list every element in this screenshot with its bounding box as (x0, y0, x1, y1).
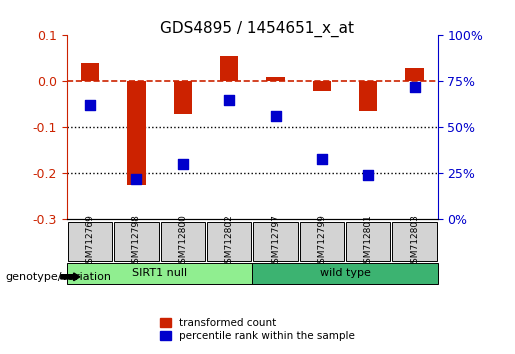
Legend: transformed count, percentile rank within the sample: transformed count, percentile rank withi… (156, 314, 359, 345)
Bar (220, 56, 238, 81)
Point (364, 172, 372, 178)
Text: GSM712802: GSM712802 (225, 214, 234, 269)
Bar (266, 77, 285, 81)
Point (271, 114, 280, 119)
Text: GSM712800: GSM712800 (178, 214, 187, 269)
Text: genotype/variation: genotype/variation (5, 272, 111, 282)
Bar (313, 81, 331, 91)
FancyBboxPatch shape (67, 263, 252, 284)
Point (86, 103, 94, 108)
FancyBboxPatch shape (114, 222, 159, 261)
Text: SIRT1 null: SIRT1 null (132, 268, 187, 279)
Text: GSM712801: GSM712801 (364, 214, 373, 269)
FancyArrow shape (61, 273, 80, 281)
Text: GDS4895 / 1454651_x_at: GDS4895 / 1454651_x_at (161, 21, 354, 38)
FancyBboxPatch shape (253, 222, 298, 261)
FancyBboxPatch shape (161, 222, 205, 261)
FancyBboxPatch shape (346, 222, 390, 261)
FancyBboxPatch shape (68, 222, 112, 261)
Text: wild type: wild type (320, 268, 370, 279)
FancyBboxPatch shape (300, 222, 344, 261)
Point (318, 156, 326, 161)
Point (132, 176, 141, 182)
Bar (81, 63, 99, 81)
FancyBboxPatch shape (252, 263, 438, 284)
Bar (359, 81, 377, 111)
Text: GSM712797: GSM712797 (271, 214, 280, 269)
Text: GSM712769: GSM712769 (85, 214, 95, 269)
Point (410, 84, 419, 90)
FancyBboxPatch shape (392, 222, 437, 261)
Text: GSM712799: GSM712799 (317, 214, 327, 269)
Bar (405, 68, 424, 81)
Point (179, 161, 187, 167)
FancyBboxPatch shape (207, 222, 251, 261)
Text: GSM712798: GSM712798 (132, 214, 141, 269)
Bar (127, 81, 146, 185)
Bar (174, 81, 192, 114)
Point (225, 97, 233, 103)
Text: GSM712803: GSM712803 (410, 214, 419, 269)
